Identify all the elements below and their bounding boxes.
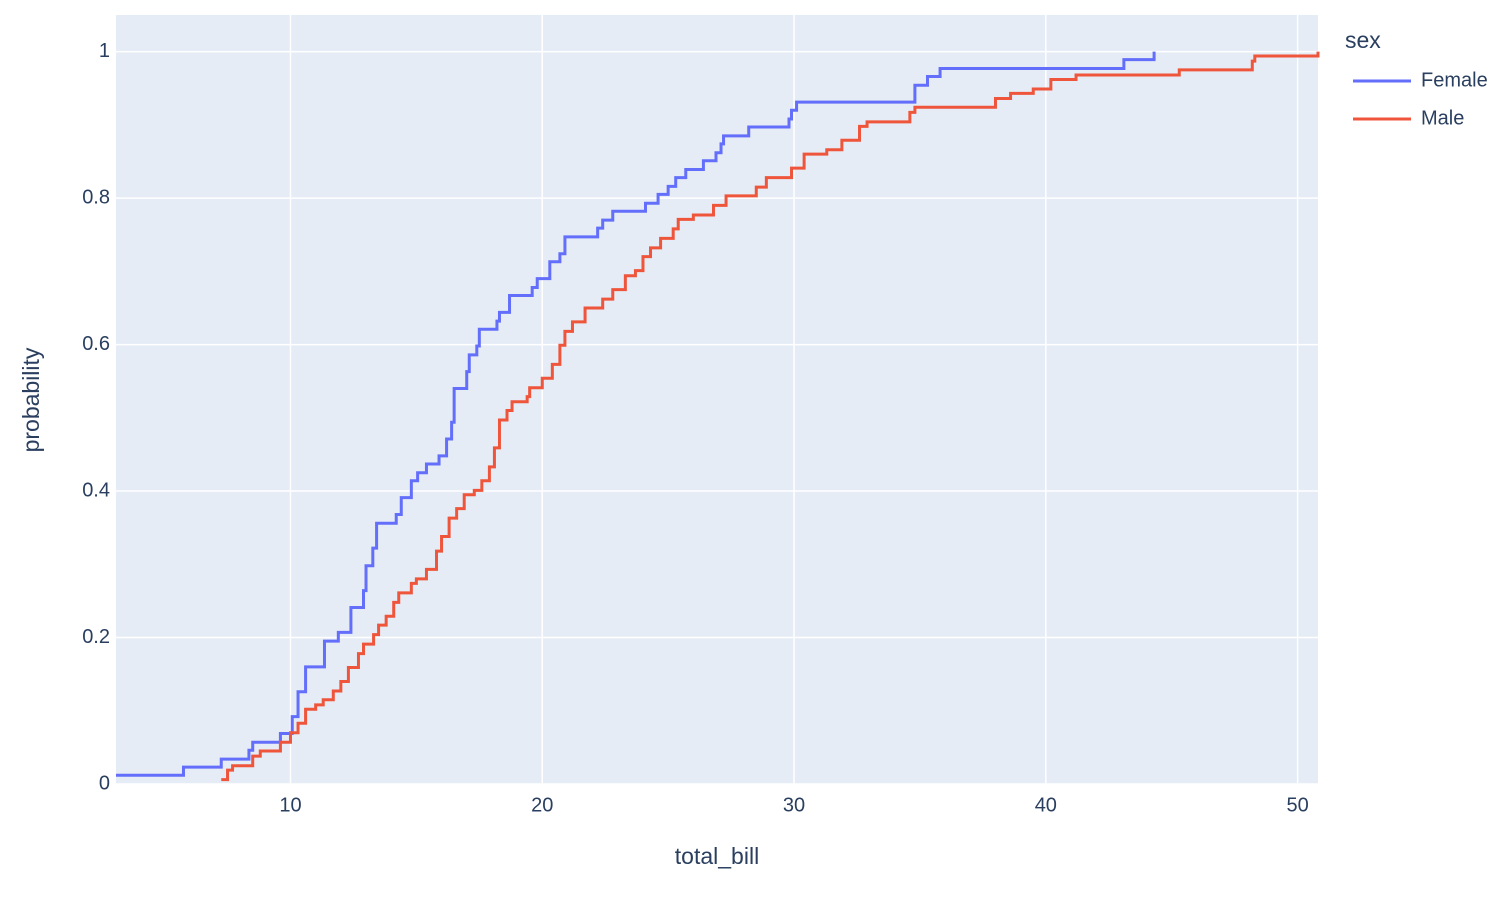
ecdf-line xyxy=(116,51,1156,777)
legend-label: Female xyxy=(1421,69,1488,91)
x-axis-title: total_bill xyxy=(675,843,759,869)
y-tick-label: 0.4 xyxy=(82,479,110,501)
y-axis-title: probability xyxy=(18,347,44,452)
y-tick-label: 0.8 xyxy=(82,186,110,208)
x-tick-label: 40 xyxy=(1035,794,1057,816)
legend-title: sex xyxy=(1345,27,1381,53)
plot-area xyxy=(116,15,1318,784)
x-tick-label: 30 xyxy=(783,794,805,816)
y-tick-label: 0.2 xyxy=(82,626,110,648)
legend-label: Male xyxy=(1421,107,1464,129)
ecdf-line xyxy=(221,51,1320,782)
x-tick-label: 10 xyxy=(279,794,301,816)
y-tick-label: 1 xyxy=(99,40,110,62)
x-tick-label: 20 xyxy=(531,794,553,816)
y-tick-label: 0 xyxy=(99,772,110,794)
y-tick-label: 0.6 xyxy=(82,333,110,355)
x-tick-label: 50 xyxy=(1286,794,1308,816)
